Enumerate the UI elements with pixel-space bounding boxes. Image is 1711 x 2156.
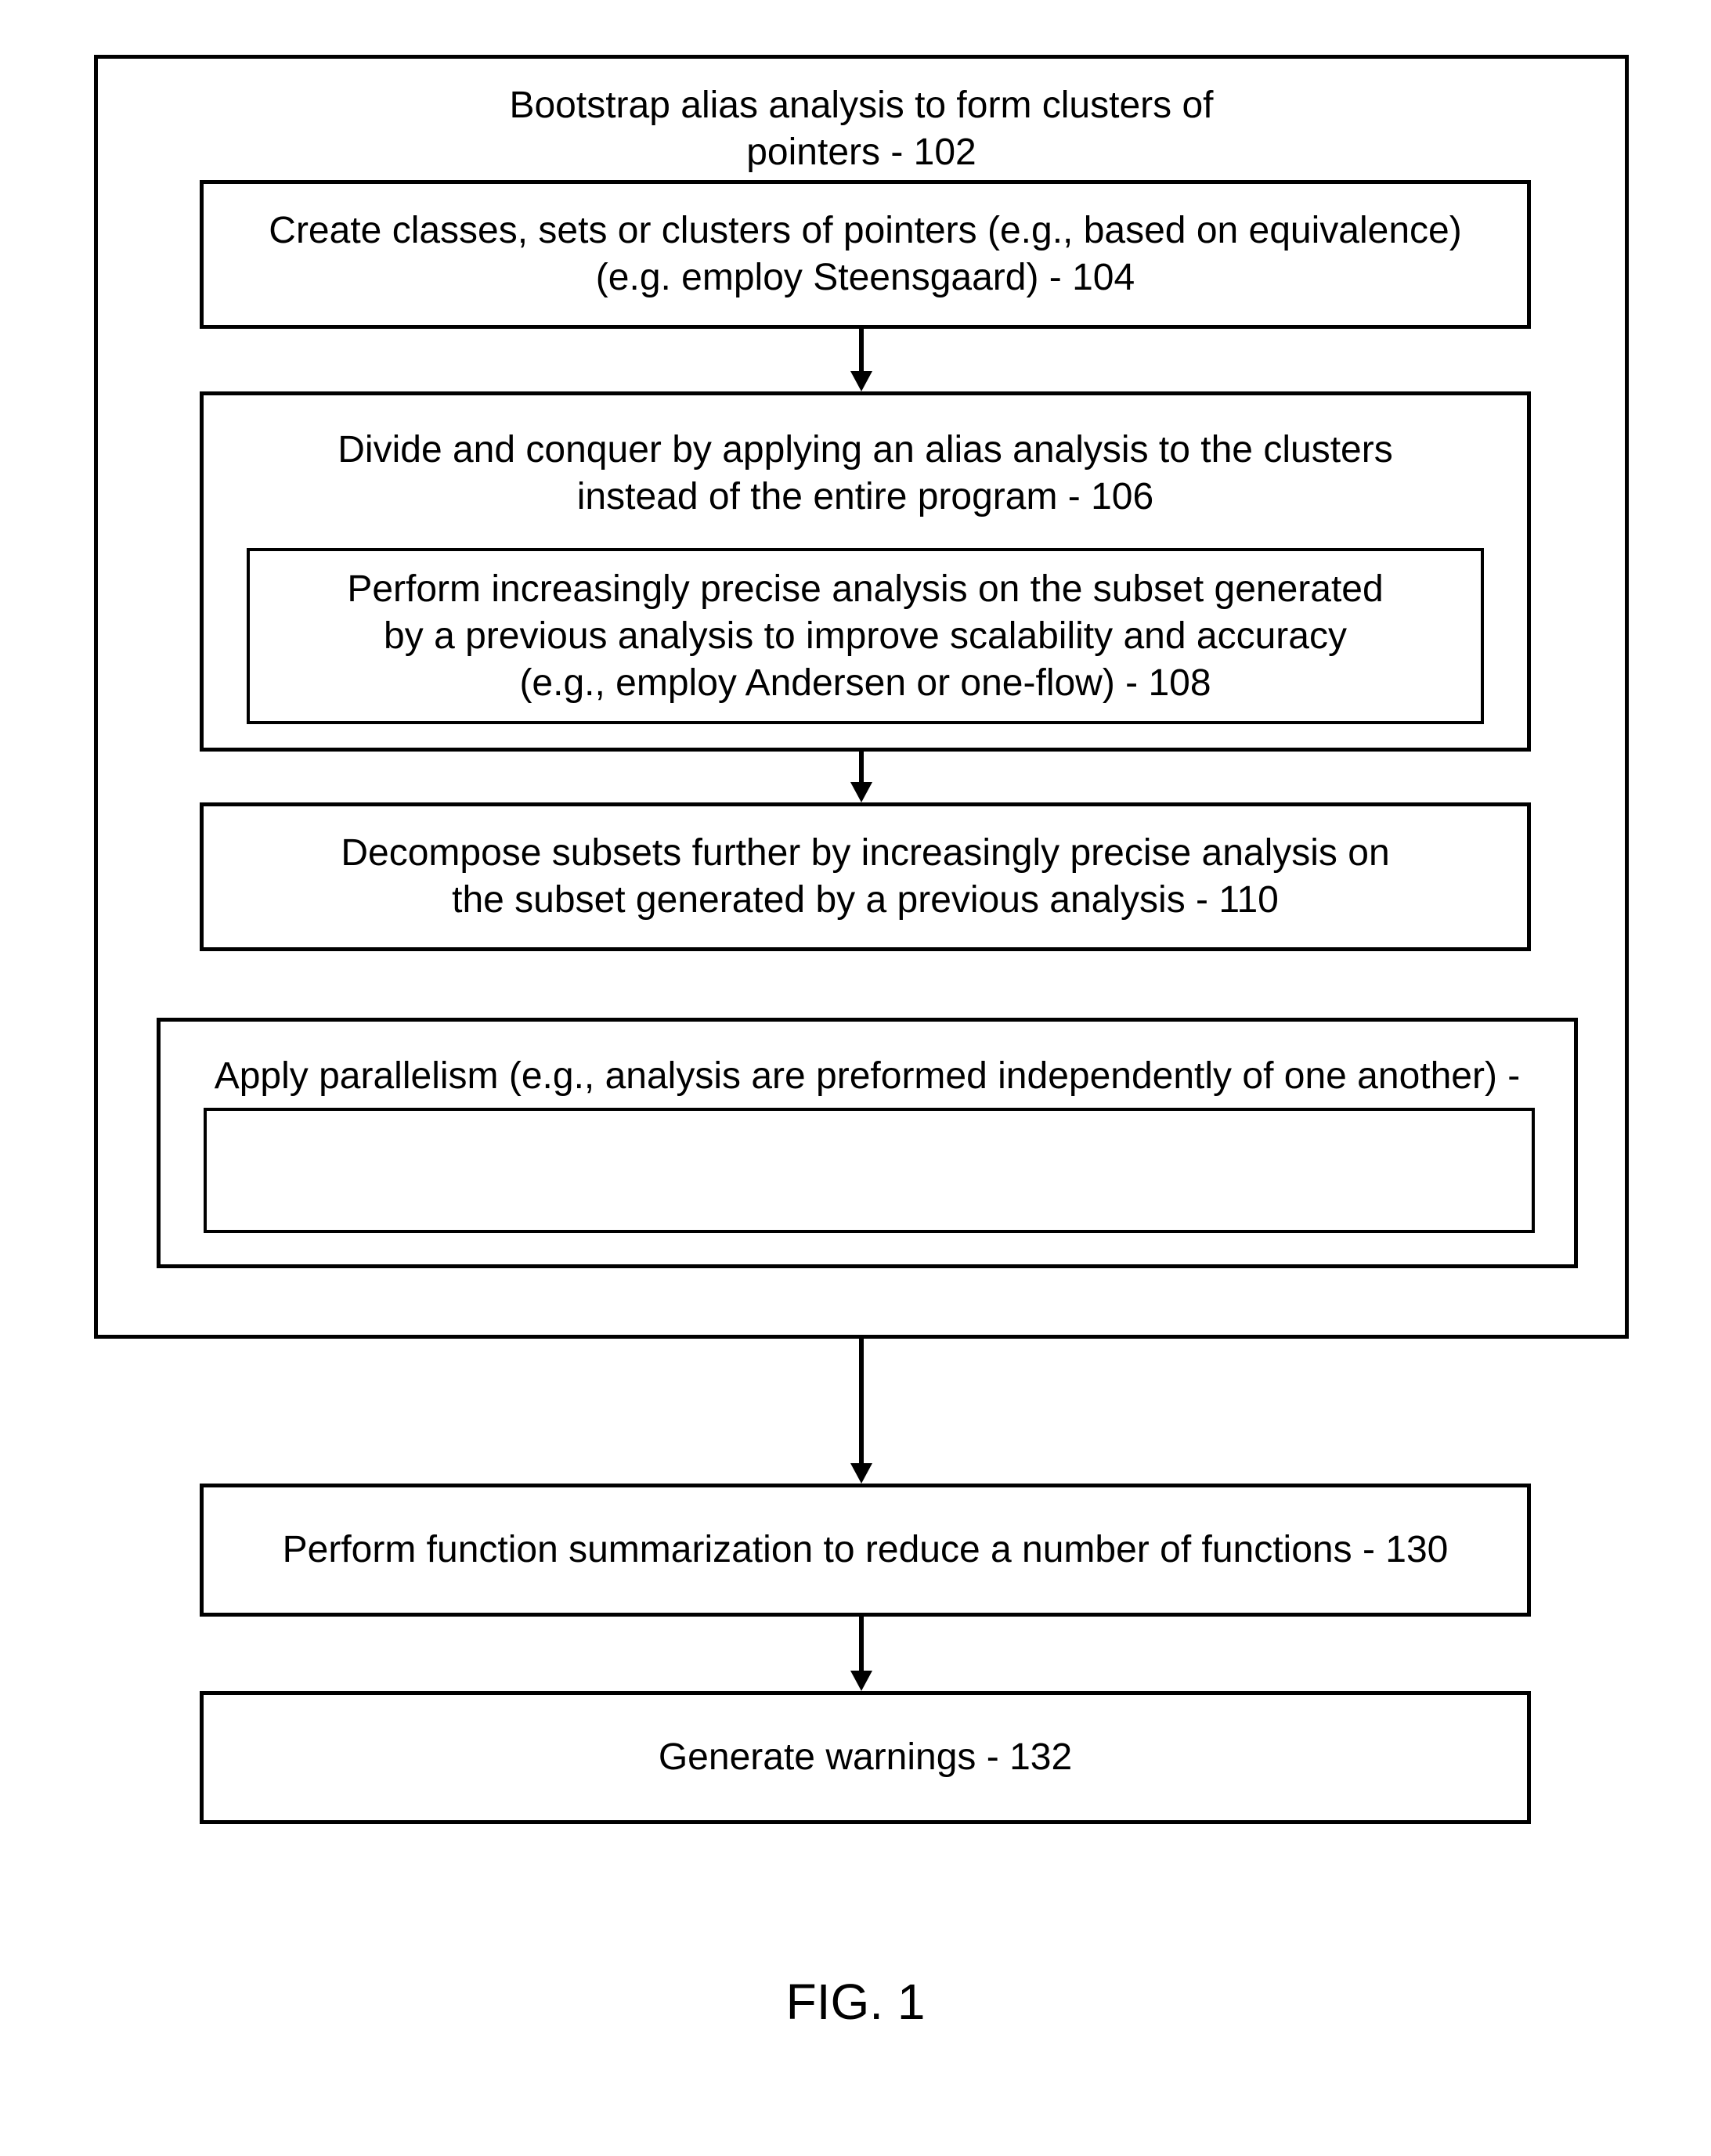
flow-box-132-label: Generate warnings - 132 xyxy=(635,1734,1096,1781)
flow-box-110-label: Decompose subsets further by increasingl… xyxy=(317,830,1413,924)
arrow-4-head xyxy=(850,1671,872,1691)
flow-box-102-label: Bootstrap alias analysis to form cluster… xyxy=(486,59,1236,176)
arrow-2-head xyxy=(850,782,872,802)
diagram-canvas: Bootstrap alias analysis to form cluster… xyxy=(0,0,1711,2156)
flow-box-112-inner-empty xyxy=(204,1108,1535,1233)
flow-box-130: Perform function summarization to reduce… xyxy=(200,1484,1531,1617)
flow-box-132: Generate warnings - 132 xyxy=(200,1691,1531,1824)
flow-box-108: Perform increasingly precise analysis on… xyxy=(247,548,1484,724)
flow-box-130-label: Perform function summarization to reduce… xyxy=(259,1527,1472,1574)
arrow-1-shaft xyxy=(859,329,864,371)
flow-box-104: Create classes, sets or clusters of poin… xyxy=(200,180,1531,329)
arrow-2-shaft xyxy=(859,752,864,782)
flow-box-106-label: Divide and conquer by applying an alias … xyxy=(314,395,1416,521)
flow-box-108-label: Perform increasingly precise analysis on… xyxy=(323,566,1406,707)
flow-box-104-label: Create classes, sets or clusters of poin… xyxy=(245,207,1485,301)
arrow-1-head xyxy=(850,371,872,391)
arrow-4-shaft xyxy=(859,1617,864,1671)
arrow-3-head xyxy=(850,1463,872,1484)
flow-box-110: Decompose subsets further by increasingl… xyxy=(200,802,1531,951)
arrow-3-shaft xyxy=(859,1339,864,1463)
figure-caption: FIG. 1 xyxy=(0,1973,1711,2031)
